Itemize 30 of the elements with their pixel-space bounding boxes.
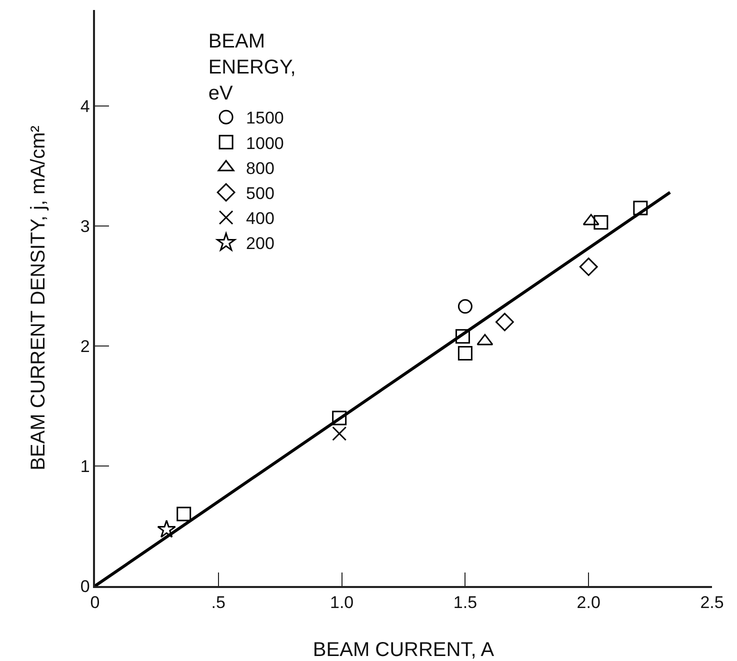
y-tick-label: 4	[80, 96, 90, 116]
point	[176, 506, 192, 522]
legend-label: 1000	[246, 134, 284, 153]
x-tick-label: .5	[211, 593, 226, 612]
point	[332, 426, 347, 441]
y-tick-label: 2	[80, 336, 90, 356]
legend-title: BEAM ENERGY, eV	[208, 30, 296, 105]
legend-label: 1500	[246, 108, 284, 128]
point	[458, 346, 472, 360]
point	[157, 520, 176, 538]
point	[332, 410, 347, 426]
y-tick-label: 1	[80, 456, 90, 476]
x-tick-label: 2.5	[700, 593, 724, 612]
point	[455, 329, 470, 344]
point	[495, 312, 514, 332]
y-tick-label: 0	[80, 576, 90, 596]
point	[458, 299, 472, 314]
legend-label: 200	[246, 234, 274, 254]
point	[633, 200, 648, 216]
y-tick-label: 3	[80, 216, 90, 236]
x-tick-label: 1.5	[453, 593, 478, 612]
x-tick-label: 1.0	[330, 593, 354, 612]
legend-label: 400	[246, 209, 274, 228]
x-tick-label: 2.0	[576, 593, 600, 612]
x-axis-title: BEAM CURRENT, A	[312, 639, 495, 661]
legend-label: 800	[246, 158, 274, 178]
point	[594, 215, 608, 230]
y-axis-title: BEAM CURRENT DENSITY, j, mA/cm²	[28, 125, 50, 470]
legend-label: 500	[246, 184, 274, 203]
point	[579, 258, 598, 276]
